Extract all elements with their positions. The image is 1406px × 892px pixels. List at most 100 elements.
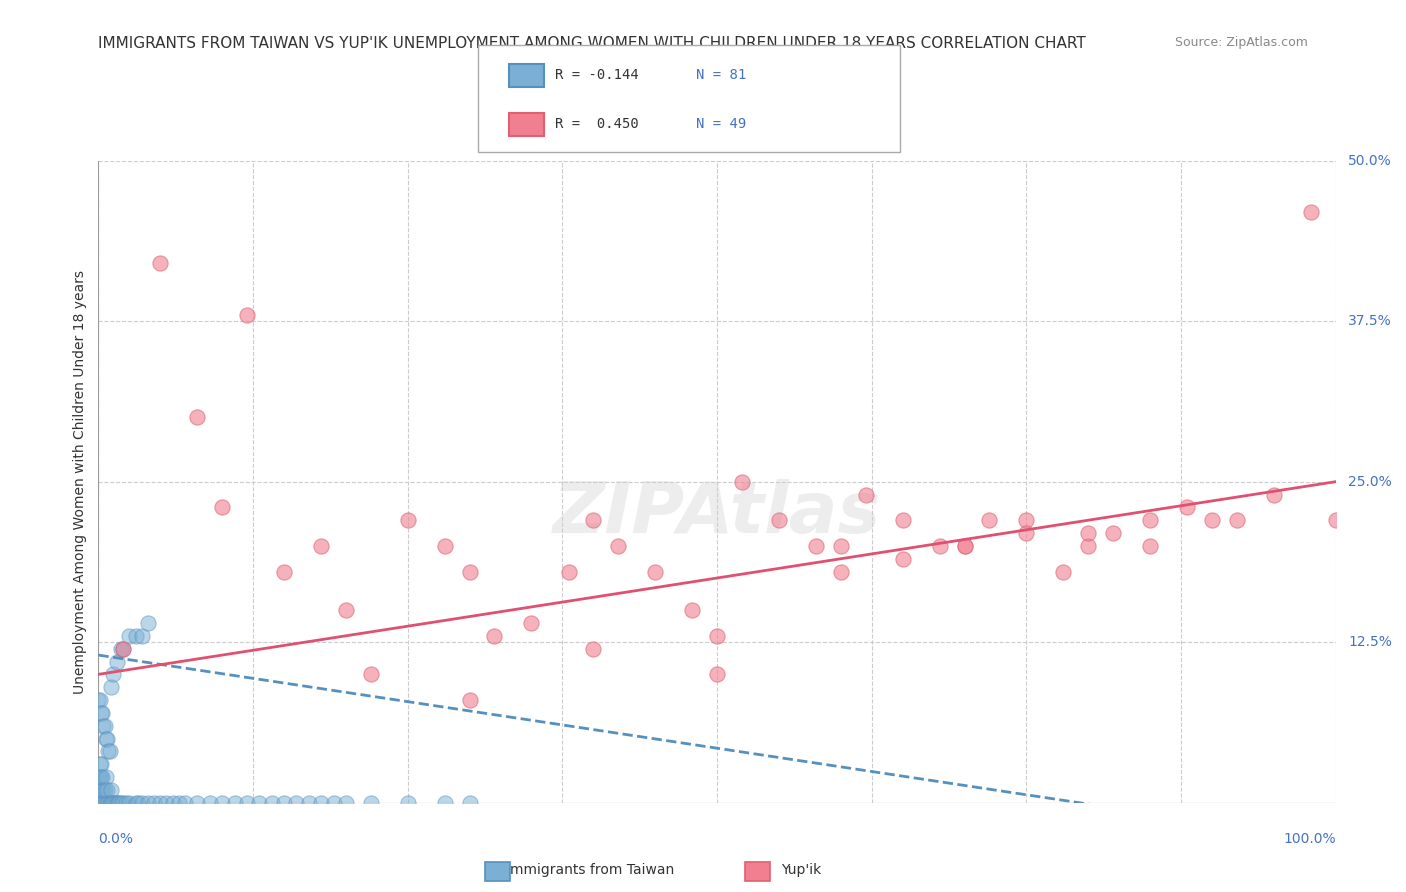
Text: Source: ZipAtlas.com: Source: ZipAtlas.com [1174,36,1308,49]
Point [105,796,128,810]
Point [706,629,728,643]
Text: R = -0.144: R = -0.144 [555,68,640,82]
Point [236,308,259,322]
Point [91,706,114,720]
Text: 12.5%: 12.5% [1348,635,1392,649]
Point [1324,513,1347,527]
Text: ZIPAtlas: ZIPAtlas [553,479,882,549]
Point [1139,539,1161,553]
Point [186,410,208,425]
Point [1102,526,1125,541]
Point [706,667,728,681]
Point [953,539,976,553]
Point [118,796,141,810]
Point [1077,526,1099,541]
Point [557,565,579,579]
Text: R =  0.450: R = 0.450 [555,117,640,131]
Point [928,539,950,553]
Point [174,796,197,810]
Point [953,539,976,553]
Point [681,603,703,617]
Point [458,565,481,579]
Point [1015,513,1038,527]
Point [131,796,153,810]
Point [114,796,136,810]
Point [112,641,135,656]
Point [143,796,166,810]
Point [93,719,115,733]
Point [103,796,125,810]
Point [118,629,141,643]
Point [103,796,125,810]
Text: N = 81: N = 81 [696,68,747,82]
Point [127,796,149,810]
Point [1015,526,1038,541]
Point [211,796,233,810]
Point [96,731,118,746]
Point [322,796,344,810]
Point [149,796,172,810]
Point [110,796,132,810]
Point [211,500,233,515]
Point [979,513,1001,527]
Point [136,615,159,630]
Point [101,796,124,810]
Point [1201,513,1223,527]
Point [830,539,852,553]
Point [768,513,790,527]
Point [236,796,259,810]
Point [90,770,112,784]
Point [94,770,117,784]
Point [131,629,153,643]
Text: 37.5%: 37.5% [1348,314,1392,328]
Point [105,655,128,669]
Point [1139,513,1161,527]
Point [94,731,117,746]
Point [582,641,605,656]
Point [458,693,481,707]
Point [89,693,111,707]
Point [1263,487,1285,501]
Point [1077,539,1099,553]
Point [155,796,177,810]
Point [804,539,827,553]
Point [335,603,357,617]
Point [273,796,295,810]
Text: 100.0%: 100.0% [1284,832,1336,846]
Point [93,719,115,733]
Point [93,796,115,810]
Point [335,796,357,810]
Point [89,796,111,810]
Point [96,783,118,797]
Point [198,796,221,810]
Point [644,565,666,579]
Text: IMMIGRANTS FROM TAIWAN VS YUP'IK UNEMPLOYMENT AMONG WOMEN WITH CHILDREN UNDER 18: IMMIGRANTS FROM TAIWAN VS YUP'IK UNEMPLO… [98,36,1087,51]
Point [91,783,114,797]
Text: Immigrants from Taiwan: Immigrants from Taiwan [506,863,675,877]
Point [100,680,122,694]
Point [90,757,112,772]
Point [582,513,605,527]
Point [433,539,456,553]
Point [396,513,419,527]
Point [97,744,120,758]
Point [103,667,125,681]
Point [93,796,115,810]
Point [224,796,246,810]
Point [731,475,754,489]
Point [360,667,382,681]
Point [90,783,112,797]
Point [100,796,122,810]
Point [89,757,111,772]
Point [273,565,295,579]
Point [891,513,914,527]
Point [458,796,481,810]
Point [1226,513,1249,527]
Point [91,770,114,784]
Point [247,796,270,810]
Point [260,796,283,810]
Point [1175,500,1198,515]
Point [891,551,914,566]
Point [93,783,115,797]
Point [90,796,112,810]
